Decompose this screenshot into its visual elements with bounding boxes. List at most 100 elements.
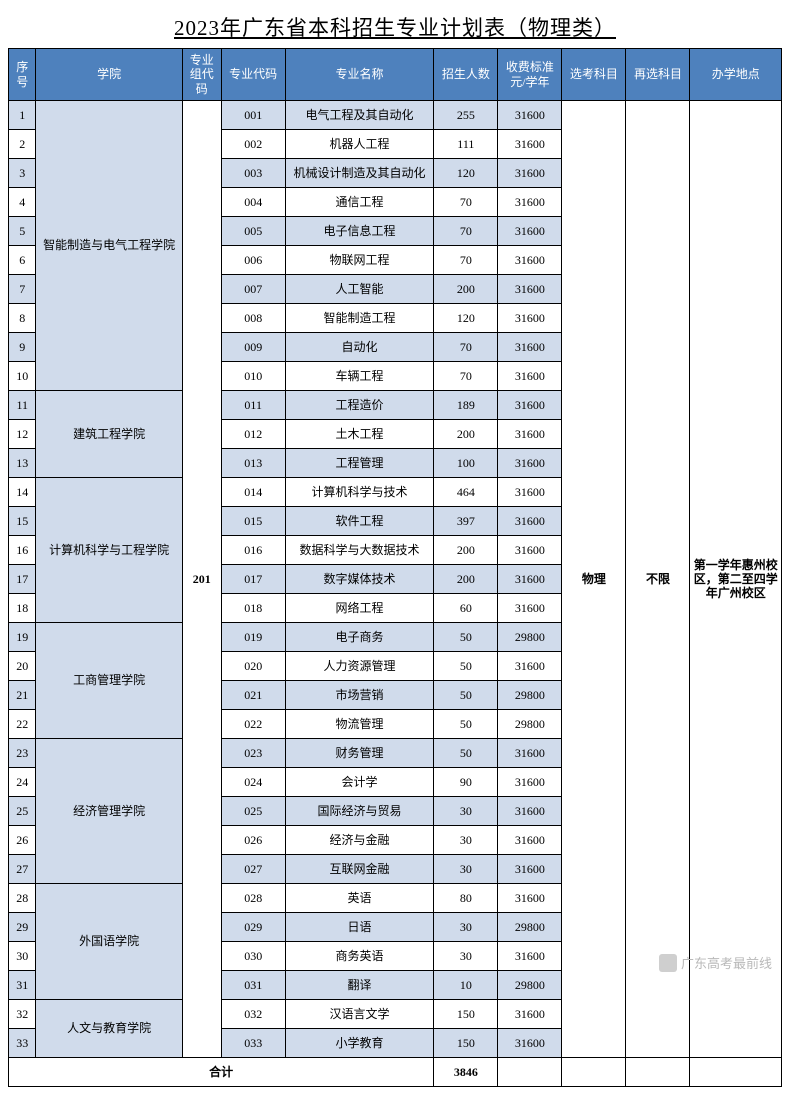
cell-count: 200 bbox=[434, 420, 498, 449]
cell-major-name: 电子信息工程 bbox=[285, 217, 434, 246]
cell-fee: 31600 bbox=[498, 739, 562, 768]
cell-code: 011 bbox=[221, 391, 285, 420]
cell-major-name: 人工智能 bbox=[285, 275, 434, 304]
cell-count: 111 bbox=[434, 130, 498, 159]
cell-code: 020 bbox=[221, 652, 285, 681]
hdr-sel: 选考科目 bbox=[562, 49, 626, 101]
cell-fee: 31600 bbox=[498, 478, 562, 507]
cell-major-name: 财务管理 bbox=[285, 739, 434, 768]
cell-fee: 31600 bbox=[498, 855, 562, 884]
cell-college: 外国语学院 bbox=[36, 884, 182, 1000]
cell-fee: 31600 bbox=[498, 565, 562, 594]
cell-fee: 31600 bbox=[498, 188, 562, 217]
cell-fee: 31600 bbox=[498, 159, 562, 188]
cell-idx: 24 bbox=[9, 768, 36, 797]
cell-code: 005 bbox=[221, 217, 285, 246]
cell-location: 第一学年惠州校区，第二至四学年广州校区 bbox=[690, 101, 782, 1058]
cell-fee: 31600 bbox=[498, 275, 562, 304]
cell-fee: 31600 bbox=[498, 246, 562, 275]
cell-count: 60 bbox=[434, 594, 498, 623]
cell-idx: 20 bbox=[9, 652, 36, 681]
cell-idx: 31 bbox=[9, 971, 36, 1000]
hdr-resel: 再选科目 bbox=[626, 49, 690, 101]
cell-count: 200 bbox=[434, 275, 498, 304]
cell-major-name: 工程管理 bbox=[285, 449, 434, 478]
cell-fee: 31600 bbox=[498, 362, 562, 391]
cell-college: 经济管理学院 bbox=[36, 739, 182, 884]
cell-major-name: 人力资源管理 bbox=[285, 652, 434, 681]
cell-idx: 13 bbox=[9, 449, 36, 478]
cell-count: 120 bbox=[434, 159, 498, 188]
hdr-college: 学院 bbox=[36, 49, 182, 101]
cell-code: 032 bbox=[221, 1000, 285, 1029]
cell-code: 025 bbox=[221, 797, 285, 826]
cell-idx: 14 bbox=[9, 478, 36, 507]
cell-fee: 29800 bbox=[498, 710, 562, 739]
cell-count: 70 bbox=[434, 246, 498, 275]
cell-code: 010 bbox=[221, 362, 285, 391]
cell-major-name: 经济与金融 bbox=[285, 826, 434, 855]
cell-fee: 31600 bbox=[498, 1029, 562, 1058]
cell-major-name: 软件工程 bbox=[285, 507, 434, 536]
hdr-count: 招生人数 bbox=[434, 49, 498, 101]
cell-group-code: 201 bbox=[182, 101, 221, 1058]
cell-major-name: 物流管理 bbox=[285, 710, 434, 739]
cell-major-name: 英语 bbox=[285, 884, 434, 913]
total-blank-1 bbox=[498, 1058, 562, 1087]
cell-major-name: 机器人工程 bbox=[285, 130, 434, 159]
cell-fee: 31600 bbox=[498, 420, 562, 449]
cell-code: 009 bbox=[221, 333, 285, 362]
cell-count: 30 bbox=[434, 797, 498, 826]
cell-code: 019 bbox=[221, 623, 285, 652]
cell-idx: 6 bbox=[9, 246, 36, 275]
cell-major-name: 市场营销 bbox=[285, 681, 434, 710]
cell-idx: 27 bbox=[9, 855, 36, 884]
cell-code: 002 bbox=[221, 130, 285, 159]
cell-sel-subject: 物理 bbox=[562, 101, 626, 1058]
cell-idx: 29 bbox=[9, 913, 36, 942]
cell-fee: 31600 bbox=[498, 333, 562, 362]
cell-count: 10 bbox=[434, 971, 498, 1000]
cell-major-name: 自动化 bbox=[285, 333, 434, 362]
cell-idx: 25 bbox=[9, 797, 36, 826]
total-blank-4 bbox=[690, 1058, 782, 1087]
cell-major-name: 翻译 bbox=[285, 971, 434, 1000]
cell-idx: 1 bbox=[9, 101, 36, 130]
table-row: 1智能制造与电气工程学院201001电气工程及其自动化25531600物理不限第… bbox=[9, 101, 782, 130]
cell-code: 024 bbox=[221, 768, 285, 797]
cell-code: 022 bbox=[221, 710, 285, 739]
cell-resel-subject: 不限 bbox=[626, 101, 690, 1058]
cell-fee: 31600 bbox=[498, 507, 562, 536]
cell-count: 50 bbox=[434, 710, 498, 739]
cell-major-name: 互联网金融 bbox=[285, 855, 434, 884]
cell-major-name: 电子商务 bbox=[285, 623, 434, 652]
cell-fee: 31600 bbox=[498, 304, 562, 333]
cell-fee: 31600 bbox=[498, 594, 562, 623]
wechat-icon bbox=[659, 954, 677, 972]
cell-idx: 9 bbox=[9, 333, 36, 362]
cell-major-name: 数字媒体技术 bbox=[285, 565, 434, 594]
cell-code: 018 bbox=[221, 594, 285, 623]
cell-major-name: 土木工程 bbox=[285, 420, 434, 449]
hdr-loc: 办学地点 bbox=[690, 49, 782, 101]
cell-fee: 31600 bbox=[498, 826, 562, 855]
cell-idx: 2 bbox=[9, 130, 36, 159]
cell-major-name: 通信工程 bbox=[285, 188, 434, 217]
cell-college: 计算机科学与工程学院 bbox=[36, 478, 182, 623]
cell-fee: 31600 bbox=[498, 101, 562, 130]
cell-code: 031 bbox=[221, 971, 285, 1000]
cell-fee: 31600 bbox=[498, 797, 562, 826]
cell-fee: 29800 bbox=[498, 623, 562, 652]
total-blank-3 bbox=[626, 1058, 690, 1087]
cell-count: 120 bbox=[434, 304, 498, 333]
cell-count: 50 bbox=[434, 681, 498, 710]
cell-code: 007 bbox=[221, 275, 285, 304]
cell-major-name: 机械设计制造及其自动化 bbox=[285, 159, 434, 188]
cell-fee: 31600 bbox=[498, 536, 562, 565]
cell-fee: 29800 bbox=[498, 971, 562, 1000]
cell-count: 70 bbox=[434, 362, 498, 391]
cell-major-name: 日语 bbox=[285, 913, 434, 942]
cell-idx: 10 bbox=[9, 362, 36, 391]
hdr-fee: 收费标准元/学年 bbox=[498, 49, 562, 101]
cell-idx: 32 bbox=[9, 1000, 36, 1029]
